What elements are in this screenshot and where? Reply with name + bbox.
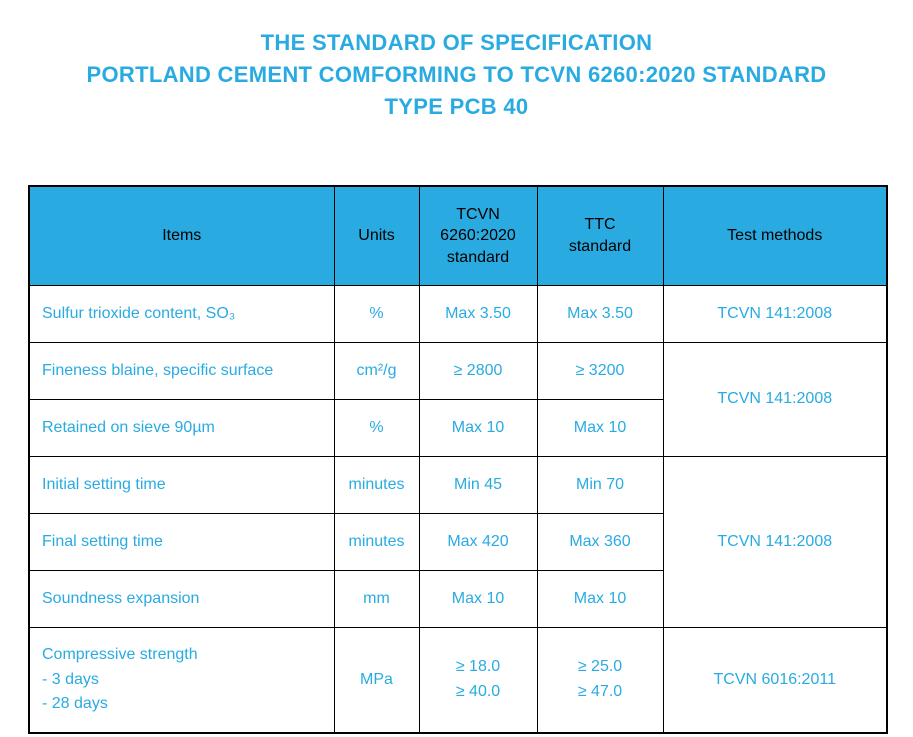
cell-item: Sulfur trioxide content, SO₃: [28, 285, 335, 344]
header-cell-methods: Test methods: [662, 185, 888, 287]
header-cell-units: Units: [333, 185, 420, 287]
cell-ttc-standard: Max 360: [536, 513, 664, 572]
table-row: Compressive strength - 3 days - 28 days …: [28, 627, 888, 734]
cell-tcvn-standard: ≥ 2800: [418, 342, 538, 401]
table-row: Final setting time minutes Max 420 Max 3…: [28, 513, 887, 572]
cell-tcvn-standard: Min 45: [418, 456, 538, 515]
header-cell-tcvn: TCVN 6260:2020 standard: [418, 185, 538, 287]
cell-tcvn-standard: Max 3.50: [418, 285, 538, 344]
cell-ttc-standard: Max 3.50: [536, 285, 664, 344]
header-cell-items: Items: [28, 185, 335, 287]
cell-test-method: TCVN 6016:2011: [662, 627, 888, 734]
cell-ttc-standard: ≥ 25.0 ≥ 47.0: [536, 627, 664, 734]
cell-item: Initial setting time: [28, 456, 335, 515]
cell-item: Compressive strength - 3 days - 28 days: [28, 627, 335, 734]
title-line-1: THE STANDARD OF SPECIFICATION: [260, 30, 653, 55]
header-row: Items Units TCVN 6260:2020 standard TTC …: [28, 185, 888, 287]
table-row: Retained on sieve 90µm % Max 10 Max 10: [28, 399, 887, 458]
cell-ttc-standard: Min 70: [536, 456, 664, 515]
cell-test-method: TCVN 141:2008: [662, 285, 888, 344]
document-title: THE STANDARD OF SPECIFICATION PORTLAND C…: [0, 27, 913, 123]
cell-item: Soundness expansion: [28, 570, 335, 629]
cell-item: Retained on sieve 90µm: [28, 399, 335, 458]
cell-units: mm: [333, 570, 420, 629]
table-row: Sulfur trioxide content, SO₃ % Max 3.50 …: [28, 285, 888, 344]
cell-ttc-standard: Max 10: [536, 399, 664, 458]
title-line-2: PORTLAND CEMENT COMFORMING TO TCVN 6260:…: [86, 61, 827, 87]
header-cell-ttc: TTC standard: [536, 185, 664, 287]
cell-tcvn-standard: ≥ 18.0 ≥ 40.0: [418, 627, 538, 734]
cell-tcvn-standard: Max 10: [418, 399, 538, 458]
cell-test-method: TCVN 141:2008: [662, 342, 888, 458]
cell-tcvn-standard: Max 10: [418, 570, 538, 629]
cell-ttc-standard: Max 10: [536, 570, 664, 629]
table-row: Initial setting time minutes Min 45 Min …: [28, 456, 888, 629]
table-row: Soundness expansion mm Max 10 Max 10: [28, 570, 887, 629]
cell-units: minutes: [333, 513, 420, 572]
cell-test-method: TCVN 141:2008: [662, 456, 888, 629]
cell-units: MPa: [333, 627, 420, 734]
cell-units: %: [333, 285, 420, 344]
title-line-3: TYPE PCB 40: [384, 93, 529, 119]
table-row: Fineness blaine, specific surface cm²/g …: [28, 342, 888, 458]
cell-item: Final setting time: [28, 513, 335, 572]
cell-units: cm²/g: [333, 342, 420, 401]
cell-units: %: [333, 399, 420, 458]
specification-table: Items Units TCVN 6260:2020 standard TTC …: [28, 184, 888, 734]
cell-ttc-standard: ≥ 3200: [536, 342, 664, 401]
cell-item: Fineness blaine, specific surface: [28, 342, 335, 401]
cell-tcvn-standard: Max 420: [418, 513, 538, 572]
cell-units: minutes: [333, 456, 420, 515]
